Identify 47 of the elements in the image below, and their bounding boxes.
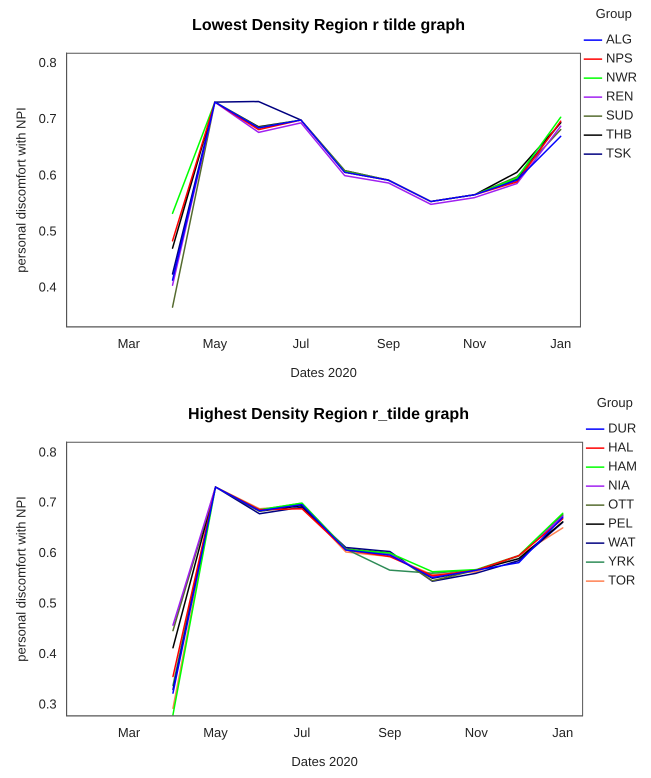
x-tick-label: Mar [118,336,141,352]
legend-label: PEL [608,516,633,531]
x-axis-title: Dates 2020 [291,754,358,769]
x-tick-label: Jul [292,336,310,352]
legend-label: WAT [608,534,636,550]
legend-label: SUD [606,108,634,123]
y-tick-label: 0.4 [38,280,57,295]
legend-label: THB [606,126,632,142]
legend-label: TSK [606,146,632,161]
y-tick-label: 0.3 [38,696,57,712]
y-tick-label: 0.8 [38,444,57,460]
chart-title: Lowest Density Region r tilde graph [192,17,465,34]
x-tick-label: May [203,725,228,740]
x-tick-label: May [202,336,228,352]
legend-label: HAM [608,458,637,474]
legend-label: REN [606,88,634,104]
y-tick-label: 0.5 [38,596,57,611]
chart-title: Highest Density Region r_tilde graph [188,406,469,424]
legend-label: DUR [608,420,636,436]
y-tick-label: 0.7 [38,494,57,510]
legend-label: OTT [608,496,634,512]
x-tick-label: Sep [378,725,402,740]
x-tick-label: Mar [118,725,141,740]
y-tick-label: 0.6 [38,167,57,182]
y-tick-label: 0.6 [38,545,57,560]
y-axis-title: personal discomfort with NPI [13,107,28,273]
x-tick-label: Jan [550,336,572,352]
x-axis-title: Dates 2020 [290,364,357,380]
legend-label: NWR [606,70,637,85]
y-axis-title: personal discomfort with NPI [13,496,28,662]
x-tick-label: Sep [376,336,400,352]
legend-title: Group [596,395,633,410]
legend-label: TOR [608,572,636,588]
legend-label: NIA [608,478,630,493]
x-tick-label: Jul [294,725,310,740]
y-tick-label: 0.4 [38,646,57,661]
y-tick-label: 0.8 [38,54,57,70]
x-tick-label: Jan [552,725,574,740]
legend-label: ALG [606,32,632,47]
x-tick-label: Nov [463,336,487,352]
legend-label: YRK [608,554,636,569]
legend-label: HAL [608,440,634,455]
legend-title: Group [596,6,632,22]
legend-label: NPS [606,50,634,66]
y-tick-label: 0.7 [38,111,57,126]
y-tick-label: 0.5 [38,223,57,238]
x-tick-label: Nov [464,725,488,740]
